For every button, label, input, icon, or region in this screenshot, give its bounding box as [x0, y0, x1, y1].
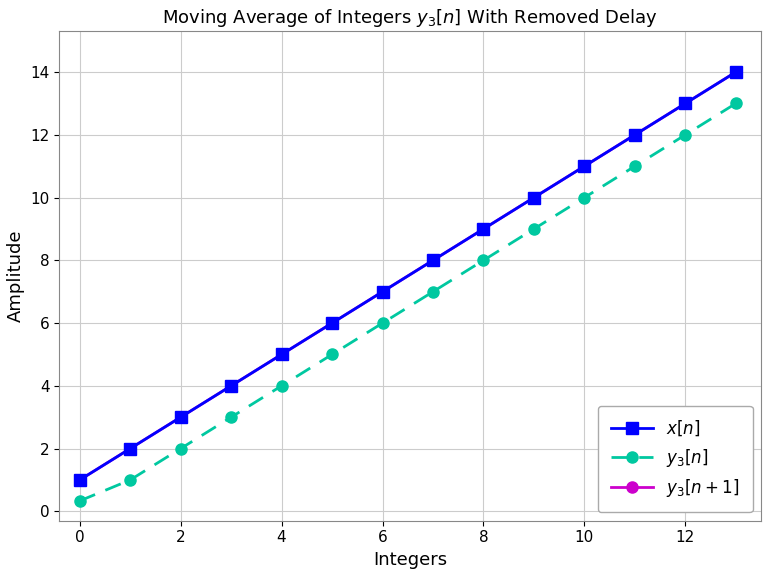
$y_3[n+1]$ [529, 194, 538, 201]
$y_3[n]$ [478, 257, 488, 264]
$y_3[n]$ [75, 498, 84, 505]
$x[n]$ [429, 257, 438, 264]
$y_3[n]$ [378, 320, 387, 327]
$y_3[n+1]$ [731, 69, 740, 75]
$x[n]$ [478, 226, 488, 233]
$x[n]$ [125, 445, 134, 452]
$y_3[n+1]$ [680, 100, 690, 107]
$y_3[n+1]$ [378, 288, 387, 295]
$y_3[n+1]$ [75, 476, 84, 483]
$x[n]$ [580, 163, 589, 170]
$y_3[n]$ [429, 288, 438, 295]
Line: $y_3[n]$: $y_3[n]$ [74, 98, 741, 506]
Y-axis label: Amplitude: Amplitude [7, 230, 25, 323]
$y_3[n+1]$ [176, 414, 185, 420]
$x[n]$ [529, 194, 538, 201]
$y_3[n+1]$ [580, 163, 589, 170]
$y_3[n]$ [227, 414, 236, 420]
Line: $y_3[n+1]$: $y_3[n+1]$ [74, 66, 741, 486]
$y_3[n]$ [631, 163, 640, 170]
$y_3[n]$ [731, 100, 740, 107]
$x[n]$ [176, 414, 185, 420]
$x[n]$ [277, 351, 286, 358]
$x[n]$ [631, 131, 640, 138]
Line: $x[n]$: $x[n]$ [74, 66, 742, 486]
$y_3[n+1]$ [478, 226, 488, 233]
$x[n]$ [378, 288, 387, 295]
Legend: $x[n]$, $y_3[n]$, $y_3[n+1]$: $x[n]$, $y_3[n]$, $y_3[n+1]$ [598, 406, 753, 513]
$y_3[n]$ [327, 351, 336, 358]
$y_3[n]$ [176, 445, 185, 452]
$y_3[n]$ [529, 226, 538, 233]
$x[n]$ [327, 320, 336, 327]
$y_3[n]$ [277, 382, 286, 389]
X-axis label: Integers: Integers [373, 551, 447, 569]
$y_3[n+1]$ [125, 445, 134, 452]
$y_3[n+1]$ [227, 382, 236, 389]
$x[n]$ [75, 476, 84, 483]
$y_3[n+1]$ [631, 131, 640, 138]
$y_3[n+1]$ [327, 320, 336, 327]
$y_3[n]$ [680, 131, 690, 138]
$y_3[n]$ [580, 194, 589, 201]
$x[n]$ [680, 100, 690, 107]
$x[n]$ [731, 69, 740, 75]
$x[n]$ [227, 382, 236, 389]
$y_3[n+1]$ [429, 257, 438, 264]
$y_3[n]$ [125, 476, 134, 483]
$y_3[n+1]$ [277, 351, 286, 358]
Title: Moving Average of Integers $y_3[n]$ With Removed Delay: Moving Average of Integers $y_3[n]$ With… [162, 7, 658, 29]
